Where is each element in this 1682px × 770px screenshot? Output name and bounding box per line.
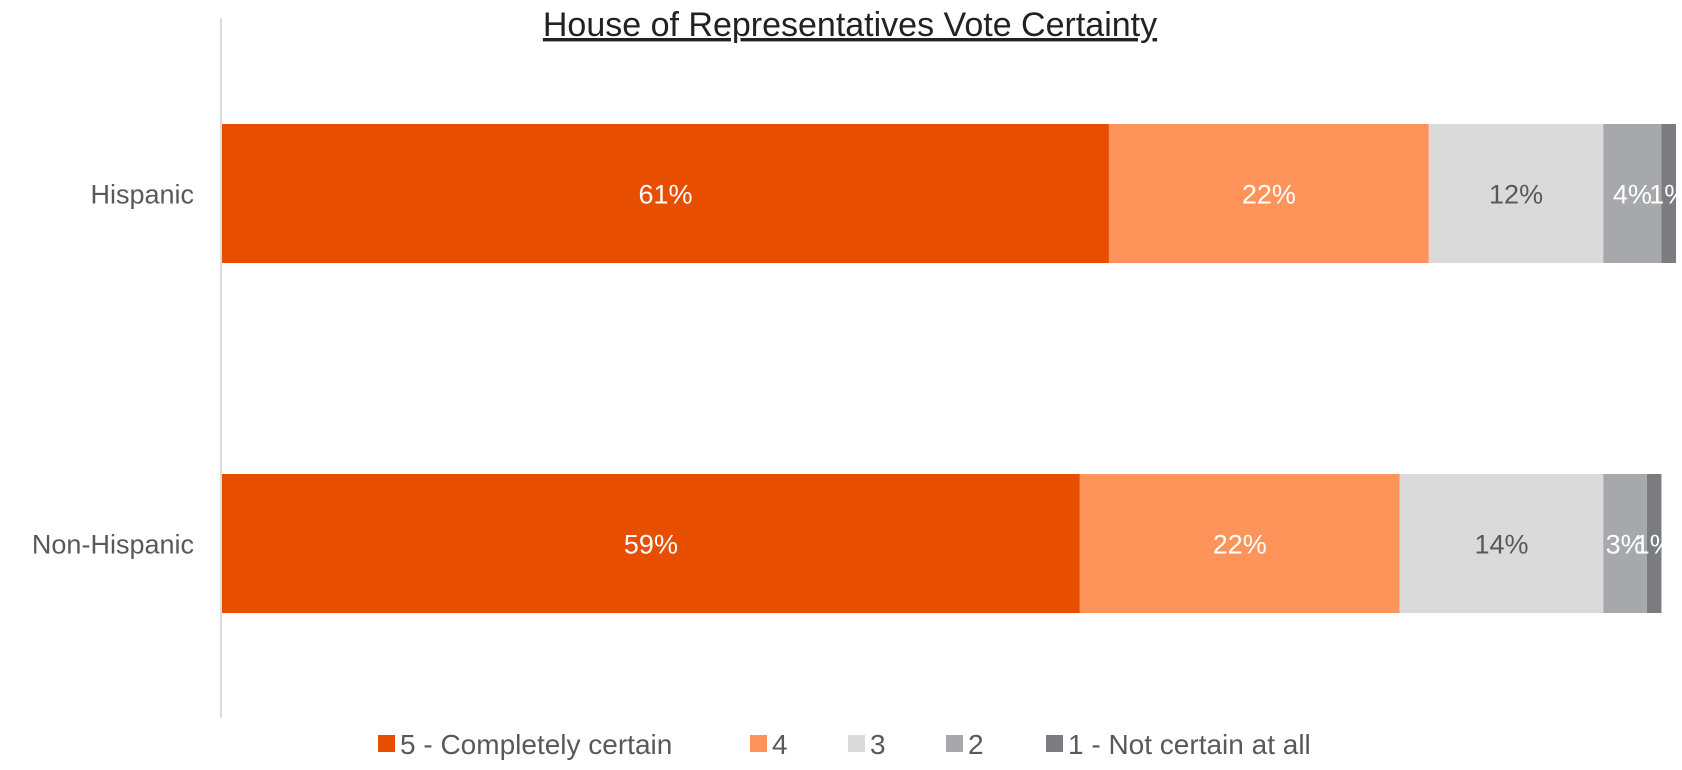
data-label-non-hispanic-1-not-certain-at-all: 1% <box>1635 530 1674 560</box>
data-label-non-hispanic-2: 3% <box>1606 530 1645 560</box>
data-label-hispanic-5-completely-certain: 61% <box>638 180 692 210</box>
data-label-hispanic-1-not-certain-at-all: 1% <box>1649 180 1682 210</box>
legend-item-4: 4 <box>750 729 788 760</box>
data-label-non-hispanic-4: 22% <box>1213 530 1267 560</box>
legend-label-3: 3 <box>870 729 886 760</box>
legend-swatch-2 <box>946 735 963 752</box>
bar-hispanic-4 <box>1108 124 1429 263</box>
legend: 5 - Completely certain 4 3 2 1 - Not certain… <box>378 729 1311 760</box>
bar-hispanic-5-completely-certain <box>222 124 1109 263</box>
legend-item-5-completely-certain: 5 - Completely certain <box>378 729 672 760</box>
legend-label-5-completely-certain: 5 - Completely certain <box>400 729 672 760</box>
bar-hispanic-1-not-certain-at-all <box>1661 124 1676 263</box>
bar-non-hispanic-1-not-certain-at-all <box>1646 474 1662 613</box>
data-label-hispanic-3: 12% <box>1489 180 1543 210</box>
legend-item-1-not-certain-at-all: 1 - Not certain at all <box>1046 729 1311 760</box>
category-label-hispanic: Hispanic <box>90 180 194 210</box>
bar-non-hispanic-2 <box>1603 474 1647 613</box>
data-label-non-hispanic-5-completely-certain: 59% <box>624 530 678 560</box>
bar-non-hispanic-5-completely-certain <box>222 474 1080 613</box>
legend-item-2: 2 <box>946 729 984 760</box>
legend-swatch-1-not-certain-at-all <box>1046 735 1063 752</box>
legend-swatch-5-completely-certain <box>378 735 395 752</box>
category-labels: Hispanic Non-Hispanic <box>32 180 194 560</box>
chart-title: House of Representatives Vote Certainty <box>543 6 1157 44</box>
legend-swatch-3 <box>848 735 865 752</box>
bar-hispanic-3 <box>1428 124 1604 263</box>
legend-swatch-4 <box>750 735 767 752</box>
legend-item-3: 3 <box>848 729 886 760</box>
bars-layer: 61%22%12%4%1%59%22%14%3%1% <box>222 124 1682 613</box>
category-label-non-hispanic: Non-Hispanic <box>32 530 194 560</box>
bar-hispanic-2 <box>1603 124 1662 263</box>
legend-label-2: 2 <box>968 729 984 760</box>
legend-label-4: 4 <box>772 729 788 760</box>
data-label-hispanic-4: 22% <box>1242 180 1296 210</box>
data-label-non-hispanic-3: 14% <box>1474 530 1528 560</box>
bar-non-hispanic-3 <box>1399 474 1604 613</box>
legend-label-1-not-certain-at-all: 1 - Not certain at all <box>1068 729 1311 760</box>
data-label-hispanic-2: 4% <box>1613 180 1652 210</box>
bar-non-hispanic-4 <box>1079 474 1400 613</box>
